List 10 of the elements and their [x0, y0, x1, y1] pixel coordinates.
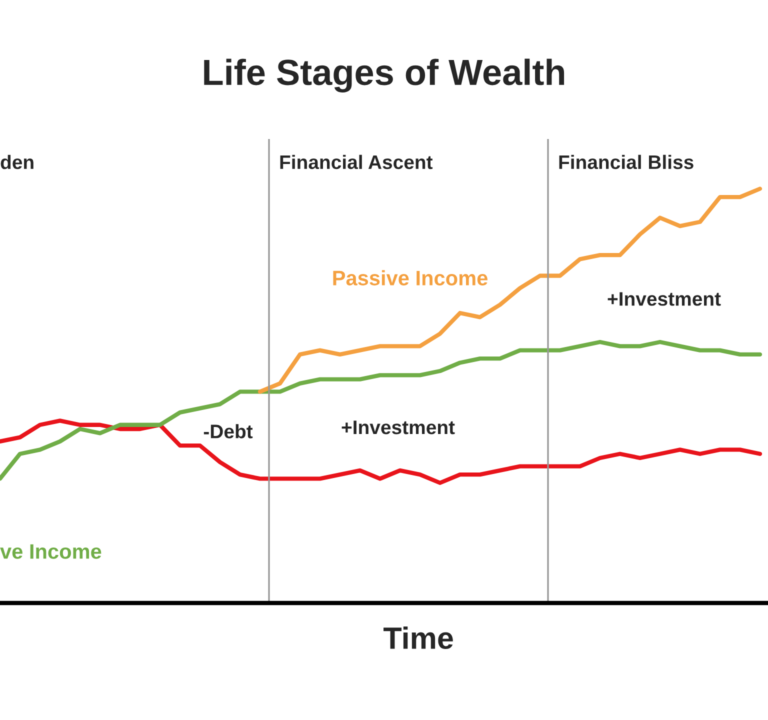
text: den	[0, 154, 34, 170]
annotation: +Investment	[608, 292, 721, 306]
series-label: Passive Income	[333, 270, 488, 286]
annotation: -Debt	[204, 424, 253, 438]
text: Financial Bliss	[559, 154, 694, 170]
text: ve Income	[0, 544, 102, 559]
annotation: +Investment	[342, 420, 455, 434]
x-axis-title: Time	[384, 626, 453, 649]
text: Financial Ascent	[280, 154, 433, 170]
chart-title: Life Stages of Wealth	[204, 58, 564, 93]
